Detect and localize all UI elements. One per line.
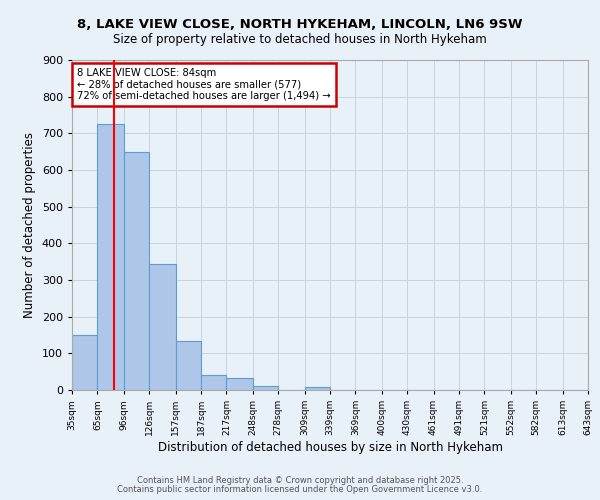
Bar bbox=[72, 335, 97, 390]
Y-axis label: Number of detached properties: Number of detached properties bbox=[23, 132, 36, 318]
Bar bbox=[201, 374, 226, 390]
Bar bbox=[97, 124, 124, 390]
Text: Size of property relative to detached houses in North Hykeham: Size of property relative to detached ho… bbox=[113, 32, 487, 46]
Bar bbox=[305, 388, 330, 390]
Text: 8, LAKE VIEW CLOSE, NORTH HYKEHAM, LINCOLN, LN6 9SW: 8, LAKE VIEW CLOSE, NORTH HYKEHAM, LINCO… bbox=[77, 18, 523, 30]
Text: Contains public sector information licensed under the Open Government Licence v3: Contains public sector information licen… bbox=[118, 485, 482, 494]
Bar bbox=[149, 264, 176, 390]
Text: Contains HM Land Registry data © Crown copyright and database right 2025.: Contains HM Land Registry data © Crown c… bbox=[137, 476, 463, 485]
Bar bbox=[253, 386, 278, 390]
Bar bbox=[176, 340, 201, 390]
X-axis label: Distribution of detached houses by size in North Hykeham: Distribution of detached houses by size … bbox=[157, 441, 503, 454]
Bar bbox=[226, 378, 253, 390]
Text: 8 LAKE VIEW CLOSE: 84sqm
← 28% of detached houses are smaller (577)
72% of semi-: 8 LAKE VIEW CLOSE: 84sqm ← 28% of detach… bbox=[77, 68, 331, 102]
Bar bbox=[124, 152, 149, 390]
